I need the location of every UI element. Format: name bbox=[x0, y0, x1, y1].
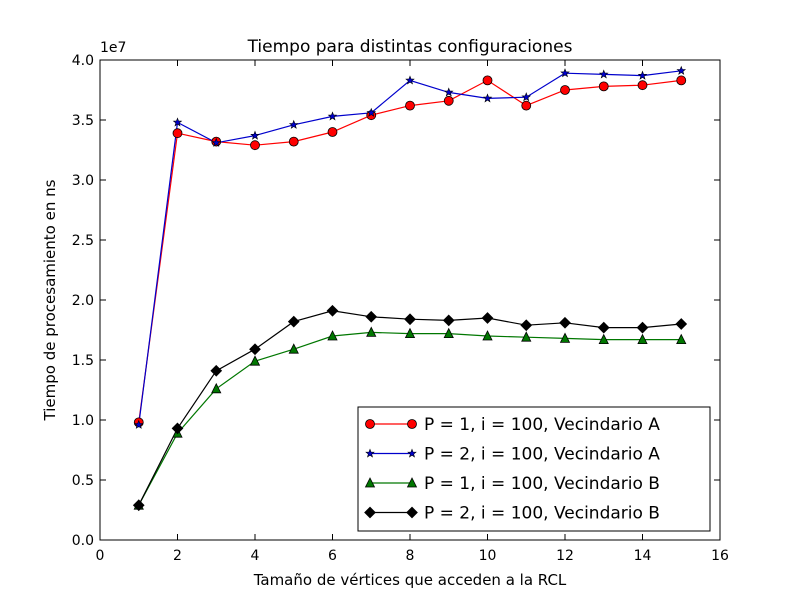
x-tick-label: 4 bbox=[251, 548, 260, 564]
data-point bbox=[366, 107, 377, 117]
data-point bbox=[636, 321, 649, 334]
y-tick-label: 3.0 bbox=[72, 173, 94, 189]
data-point bbox=[442, 314, 455, 327]
data-point bbox=[326, 304, 339, 317]
data-point bbox=[404, 327, 416, 339]
y-offset-label: 1e7 bbox=[100, 40, 126, 56]
data-point bbox=[211, 382, 222, 394]
data-point bbox=[287, 315, 300, 328]
data-point bbox=[637, 80, 648, 91]
x-tick-label: 16 bbox=[711, 548, 729, 564]
y-tick-label: 4.0 bbox=[72, 53, 94, 69]
data-point bbox=[521, 331, 532, 342]
legend-entry: P = 2, i = 100, Vecindario A bbox=[424, 445, 660, 465]
legend-box bbox=[357, 406, 711, 532]
data-point bbox=[637, 70, 648, 80]
data-point bbox=[364, 506, 376, 519]
y-tick-label: 1.0 bbox=[72, 413, 94, 429]
data-point bbox=[327, 330, 338, 341]
data-point bbox=[597, 321, 610, 334]
data-point bbox=[288, 119, 299, 129]
data-point bbox=[211, 137, 222, 147]
data-point bbox=[407, 448, 417, 458]
y-tick-label: 3.5 bbox=[72, 113, 94, 129]
data-point bbox=[443, 327, 454, 339]
data-point bbox=[133, 419, 144, 429]
data-point bbox=[288, 136, 299, 147]
data-point bbox=[675, 318, 688, 330]
data-point bbox=[249, 355, 261, 366]
data-point bbox=[407, 419, 417, 429]
x-tick-label: 8 bbox=[406, 548, 415, 564]
x-axis-label: Tamaño de vértices que acceden a la RCL bbox=[253, 571, 567, 589]
y-tick-label: 2.5 bbox=[72, 233, 94, 249]
data-point bbox=[404, 313, 416, 326]
y-axis-label: Tiempo de procesamiento en ns bbox=[41, 179, 59, 421]
data-point bbox=[676, 65, 687, 75]
legend-entry: P = 1, i = 100, Vecindario B bbox=[424, 474, 660, 494]
data-point bbox=[482, 330, 493, 341]
data-point bbox=[288, 343, 299, 354]
x-tick-label: 14 bbox=[634, 548, 652, 564]
data-point bbox=[598, 69, 609, 79]
data-point bbox=[210, 364, 223, 377]
data-point bbox=[443, 95, 454, 106]
data-point bbox=[521, 100, 532, 111]
data-point bbox=[406, 477, 418, 488]
x-tick-label: 10 bbox=[479, 548, 497, 564]
data-point bbox=[366, 326, 377, 337]
data-point bbox=[171, 422, 184, 435]
data-point bbox=[598, 333, 609, 345]
x-tick-label: 0 bbox=[96, 548, 105, 564]
data-point bbox=[132, 499, 145, 512]
x-tick-label: 2 bbox=[173, 548, 182, 564]
data-point bbox=[327, 111, 338, 121]
x-tick-label: 12 bbox=[556, 548, 574, 564]
data-point bbox=[560, 85, 570, 95]
data-point bbox=[249, 343, 261, 356]
data-point bbox=[598, 81, 609, 92]
data-point bbox=[327, 127, 338, 137]
data-point bbox=[443, 87, 454, 97]
data-point bbox=[559, 332, 571, 343]
data-point bbox=[250, 140, 260, 151]
data-point bbox=[365, 448, 375, 458]
legend-entry: P = 1, i = 100, Vecindario A bbox=[424, 415, 660, 435]
data-point bbox=[637, 333, 648, 345]
data-point bbox=[521, 92, 532, 102]
plot-area: 0 2 4 6 8 10 12 14 16 0.0 0.5 1.0 1.5 2.0 2.5 3.0 3.5 4.0 bbox=[72, 53, 729, 564]
data-point bbox=[172, 128, 183, 139]
data-point bbox=[405, 75, 415, 85]
data-point bbox=[406, 506, 418, 519]
data-point bbox=[676, 75, 687, 86]
data-point bbox=[559, 316, 571, 329]
data-point bbox=[365, 310, 378, 323]
x-tick-label: 6 bbox=[328, 548, 337, 564]
data-point bbox=[250, 130, 260, 140]
data-point bbox=[364, 477, 376, 488]
y-tick-label: 1.5 bbox=[72, 353, 94, 369]
data-point bbox=[676, 333, 687, 345]
data-point bbox=[405, 100, 415, 111]
data-point bbox=[365, 419, 375, 429]
data-point bbox=[172, 117, 183, 127]
data-point bbox=[481, 312, 494, 324]
data-point bbox=[482, 75, 493, 86]
y-tick-label: 2.0 bbox=[72, 293, 94, 309]
legend: P = 1, i = 100, Vecindario A P = 2, i = 1… bbox=[357, 406, 711, 532]
data-point bbox=[560, 68, 570, 78]
y-tick-label: 0.0 bbox=[72, 533, 94, 549]
legend-entry: P = 2, i = 100, Vecindario B bbox=[424, 504, 660, 524]
chart-title: Tiempo para distintas configuraciones bbox=[247, 37, 573, 57]
data-point bbox=[482, 93, 493, 103]
data-point bbox=[520, 319, 533, 332]
y-tick-label: 0.5 bbox=[72, 473, 94, 489]
